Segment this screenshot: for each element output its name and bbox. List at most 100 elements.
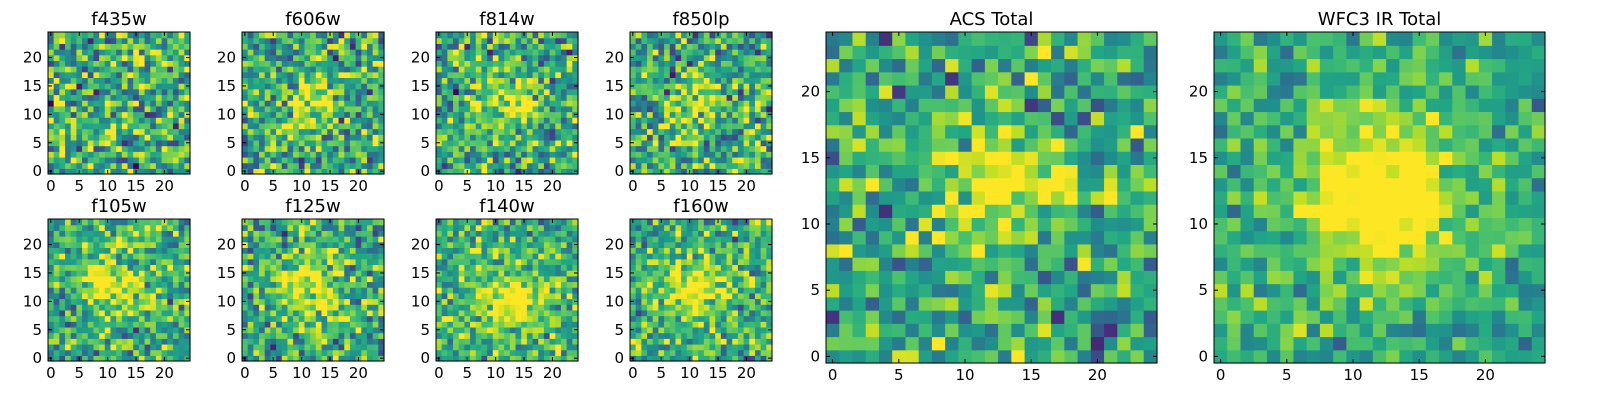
heatmap-cell [441, 298, 448, 305]
heatmap-cell [321, 60, 328, 67]
heatmap-cell [150, 77, 157, 84]
heatmap-cell [344, 117, 351, 124]
heatmap-cell [458, 94, 465, 101]
heatmap-cell [726, 100, 733, 107]
heatmap-cell [270, 287, 277, 294]
heatmap-cell [543, 270, 551, 277]
heatmap-cell [698, 71, 705, 79]
heatmap-cell [253, 105, 260, 113]
heatmap-cell [293, 258, 300, 266]
heatmap-cell [647, 66, 654, 73]
heatmap-cell [686, 60, 694, 67]
x-tick-label: 20 [737, 177, 756, 195]
heatmap-cell [378, 128, 385, 135]
heatmap-cell [366, 219, 374, 226]
heatmap-cell [104, 94, 112, 101]
heatmap-cell [259, 304, 266, 311]
heatmap-cell [470, 321, 477, 328]
heatmap-cell [538, 224, 545, 231]
heatmap-cell [138, 151, 146, 158]
heatmap-cell [270, 162, 277, 169]
heatmap-cell [276, 275, 283, 283]
heatmap-cell [366, 287, 374, 294]
heatmap-cell [99, 247, 106, 254]
heatmap-cell [647, 315, 654, 322]
heatmap-cell [766, 275, 773, 283]
heatmap-cell [87, 77, 95, 84]
heatmap-cell [526, 122, 534, 130]
heatmap-cell [436, 253, 443, 260]
heatmap-cell [669, 315, 677, 322]
heatmap-cell [692, 66, 699, 73]
heatmap-cell [549, 134, 556, 141]
heatmap-cell [720, 83, 728, 90]
heatmap-cell [82, 343, 89, 351]
heatmap-cell [127, 349, 134, 356]
heatmap-cell [475, 94, 483, 101]
heatmap-cell [498, 94, 505, 101]
x-tick-label: 10 [98, 177, 117, 195]
heatmap-cell [349, 77, 357, 84]
heatmap-cell [732, 343, 739, 351]
heatmap-cell [715, 281, 722, 288]
y-tick-label: 5 [420, 134, 430, 152]
heatmap-cell [447, 298, 454, 305]
heatmap-cell [475, 105, 483, 113]
heatmap-cell [361, 100, 368, 107]
heatmap-cell [715, 49, 722, 56]
heatmap-cell [93, 236, 100, 243]
heatmap-cell [515, 139, 522, 147]
heatmap-cell [709, 88, 716, 96]
heatmap-cell [167, 71, 174, 79]
heatmap-cell [349, 111, 357, 118]
heatmap-cell [492, 105, 500, 113]
heatmap-cell [475, 236, 483, 243]
heatmap-cell [338, 49, 345, 56]
heatmap-cell [743, 49, 750, 56]
heatmap-cell [53, 355, 60, 362]
heatmap-cell [698, 105, 705, 113]
heatmap-cell [664, 315, 671, 322]
heatmap-cell [560, 37, 568, 44]
heatmap-cell [681, 338, 688, 345]
heatmap-cell [692, 37, 699, 44]
heatmap-cell [155, 247, 163, 254]
heatmap-cell [475, 321, 483, 328]
heatmap-cell [630, 105, 637, 113]
heatmap-cell [338, 236, 345, 243]
heatmap-cell [304, 253, 311, 260]
x-tick-label: 5 [462, 177, 472, 195]
heatmap-cell [492, 145, 500, 152]
heatmap-cell [242, 224, 249, 231]
heatmap-cell [53, 292, 60, 300]
heatmap-cell [509, 230, 517, 237]
heatmap-cell [572, 94, 579, 101]
heatmap-cell [737, 134, 745, 141]
heatmap-cell [760, 321, 767, 328]
heatmap-cell [144, 88, 151, 96]
heatmap-cell [104, 287, 112, 294]
heatmap-cell [172, 168, 180, 175]
heatmap-cell [453, 270, 460, 277]
heatmap-cell [760, 54, 767, 61]
heatmap-cell [321, 77, 328, 84]
heatmap-cell [572, 37, 579, 44]
heatmap-cell [498, 156, 505, 164]
heatmap-cell [492, 281, 500, 288]
heatmap-cell [560, 281, 568, 288]
heatmap-cell [344, 264, 351, 271]
heatmap-cell [737, 162, 745, 169]
heatmap-cell [647, 168, 654, 175]
heatmap-cell [264, 66, 271, 73]
heatmap-cell [65, 241, 72, 248]
heatmap-cell [281, 304, 289, 311]
heatmap-cell [441, 88, 448, 96]
heatmap-cell [133, 88, 140, 96]
heatmap-cell [630, 37, 637, 44]
heatmap-cell [315, 315, 323, 322]
heatmap-cell [99, 145, 106, 152]
heatmap-cell [372, 111, 379, 118]
heatmap-cell [76, 100, 83, 107]
heatmap-cell [281, 83, 289, 90]
